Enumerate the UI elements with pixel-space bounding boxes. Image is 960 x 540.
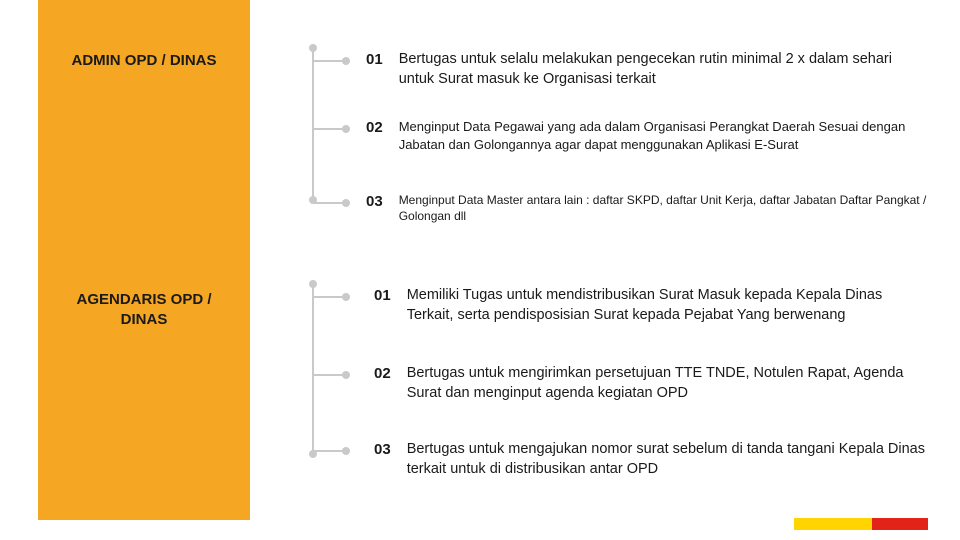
item-number: 02 (374, 365, 391, 382)
item-number: 03 (366, 193, 383, 210)
list-item: 03 Bertugas untuk mengajukan nomor surat… (314, 440, 934, 479)
footer-accent-white (928, 518, 960, 530)
connector-icon (314, 290, 350, 304)
item-description: Memiliki Tugas untuk mendistribusikan Su… (407, 286, 924, 325)
connector-icon (314, 444, 350, 458)
list-item: 01 Bertugas untuk selalu melakukan penge… (314, 50, 924, 89)
connector-icon (314, 368, 350, 382)
footer-accent-red (872, 518, 928, 530)
section-title-admin: ADMIN OPD / DINAS (54, 52, 234, 69)
list-item: 02 Menginput Data Pegawai yang ada dalam… (314, 118, 934, 153)
item-number: 01 (374, 287, 391, 304)
section-title-agendaris: AGENDARIS OPD / DINAS (54, 290, 234, 329)
list-item: 01 Memiliki Tugas untuk mendistribusikan… (314, 286, 924, 325)
item-description: Bertugas untuk mengirimkan persetujuan T… (407, 364, 924, 403)
connector-icon (314, 54, 350, 68)
item-number: 01 (366, 51, 383, 68)
left-accent-panel (38, 0, 250, 520)
item-number: 03 (374, 441, 391, 458)
list-item: 03 Menginput Data Master antara lain : d… (314, 192, 954, 224)
list-item: 02 Bertugas untuk mengirimkan persetujua… (314, 364, 924, 403)
item-description: Menginput Data Pegawai yang ada dalam Or… (399, 118, 934, 153)
item-number: 02 (366, 119, 383, 136)
item-description: Bertugas untuk selalu melakukan pengecek… (399, 50, 924, 89)
item-description: Menginput Data Master antara lain : daft… (399, 192, 954, 224)
connector-icon (314, 196, 350, 210)
item-description: Bertugas untuk mengajukan nomor surat se… (407, 440, 934, 479)
footer-accent-yellow (794, 518, 872, 530)
connector-icon (314, 122, 350, 136)
